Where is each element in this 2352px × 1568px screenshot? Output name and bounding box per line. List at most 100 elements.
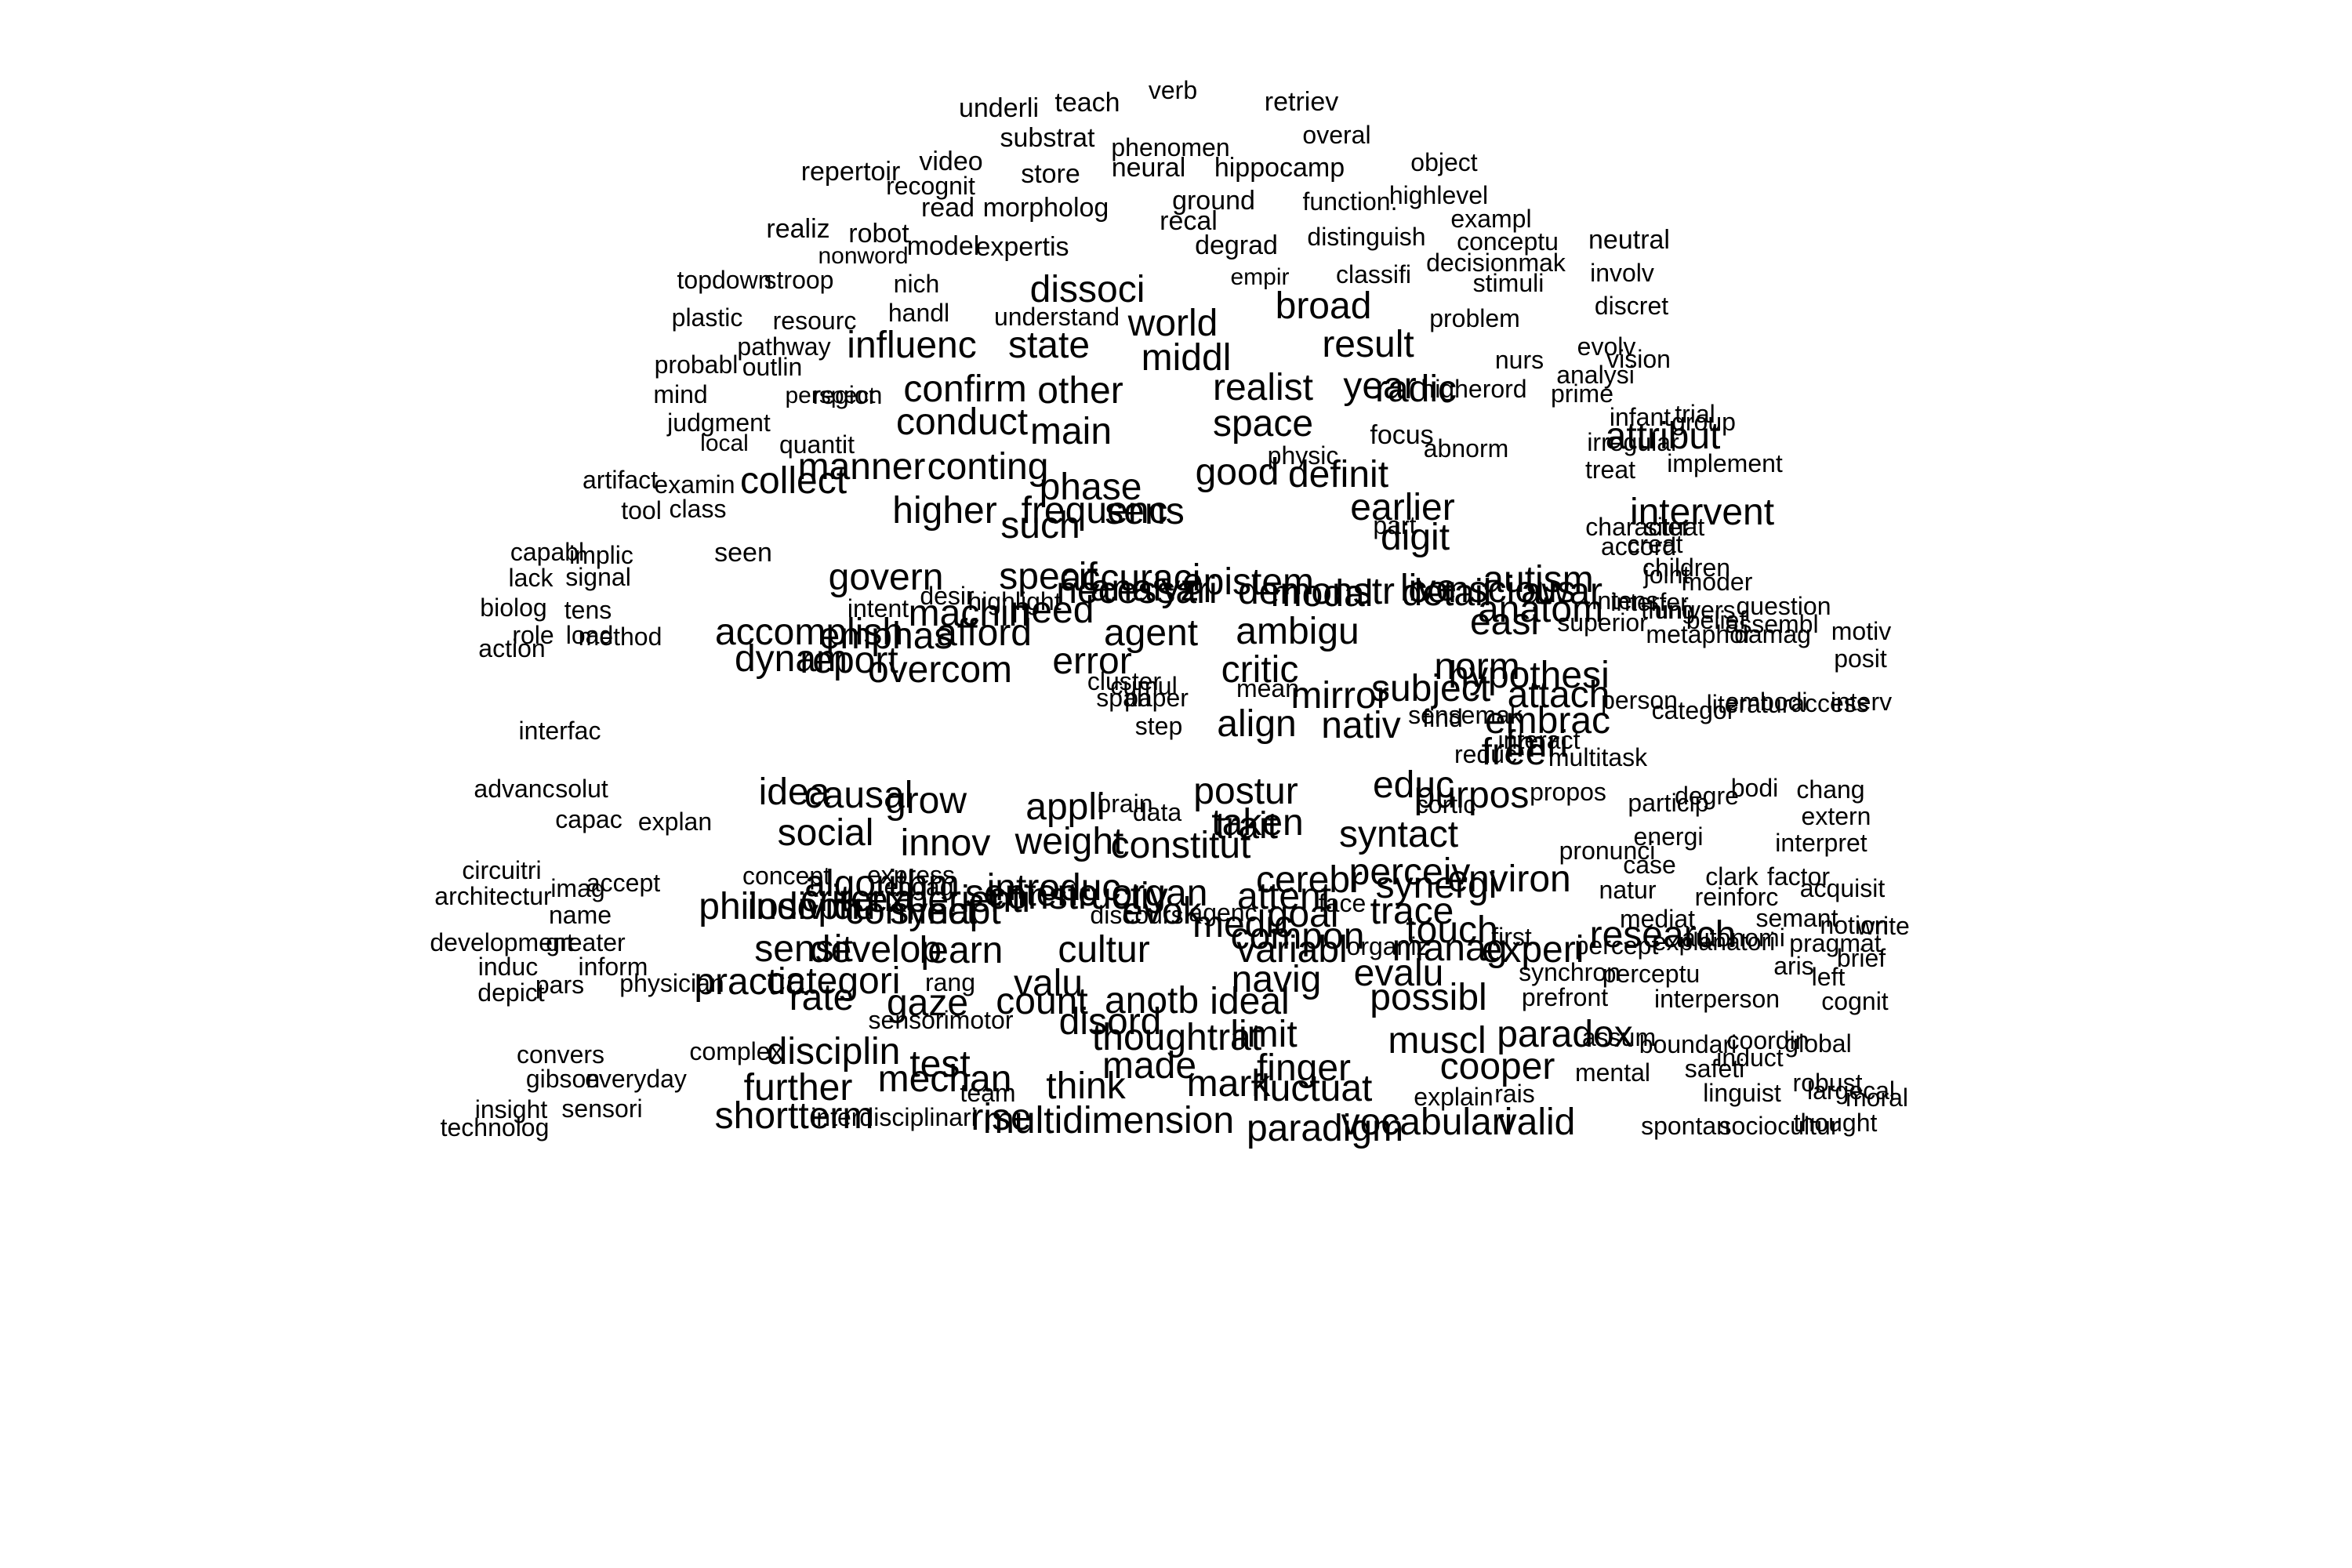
cloud-word: physic — [1267, 441, 1339, 470]
cloud-word: constructiv — [988, 876, 1168, 917]
cloud-word: cerebr — [1255, 859, 1363, 901]
cloud-word: nich — [893, 270, 940, 298]
cloud-word: multidimension — [982, 1100, 1235, 1142]
cloud-word: problem — [1429, 304, 1520, 332]
cloud-word: made — [1102, 1045, 1197, 1087]
cloud-word: world — [1127, 303, 1218, 344]
cloud-word: univers — [1654, 596, 1736, 624]
cloud-word: analysi — [1556, 361, 1635, 389]
cloud-word: explanatori — [1652, 927, 1776, 956]
cloud-word: ideal — [1210, 981, 1290, 1022]
cloud-word: prefront — [1521, 983, 1609, 1011]
cloud-word: sensorimotor — [868, 1006, 1014, 1034]
cloud-word: character — [1585, 513, 1690, 541]
cloud-word: largecal — [1806, 1076, 1896, 1105]
cloud-word: embodi — [1725, 688, 1808, 716]
cloud-word: research — [1589, 914, 1737, 956]
cloud-word: complex — [689, 1037, 783, 1065]
cloud-word: access — [1791, 689, 1869, 717]
cloud-word: implic — [569, 541, 633, 569]
cloud-word: easi — [1469, 601, 1540, 643]
cloud-word: variabl — [1236, 929, 1348, 971]
cloud-word: model — [906, 231, 980, 261]
cloud-word: verb — [1148, 76, 1198, 104]
cloud-word: modal — [1270, 573, 1374, 615]
cloud-word: phase — [1039, 466, 1142, 508]
cloud-word: possibl — [1370, 977, 1487, 1018]
cloud-word: greater — [546, 928, 626, 956]
cloud-word: substrat — [1000, 123, 1095, 153]
cloud-word: necessari — [1056, 570, 1218, 612]
cloud-word: digit — [1380, 517, 1450, 558]
cloud-word: cortic — [1415, 790, 1476, 818]
cloud-word: interfac — [518, 717, 601, 745]
cloud-word: accept — [586, 869, 661, 897]
cloud-word: perceptu — [1602, 960, 1700, 988]
cloud-word: muscl — [1388, 1020, 1486, 1062]
cloud-word: joint — [1643, 561, 1690, 589]
cloud-word: such — [1000, 505, 1080, 546]
cloud-word: intent — [847, 594, 909, 622]
cloud-word: vision — [1606, 345, 1671, 373]
cloud-word: autonomi — [1682, 924, 1785, 952]
cloud-word: year — [1343, 365, 1417, 407]
cloud-word: sensemak — [1408, 701, 1523, 729]
cloud-word: disord — [1058, 1001, 1162, 1043]
cloud-word: conscious — [1408, 569, 1576, 611]
cloud-word: philosoph — [699, 886, 860, 927]
cloud-word: practic — [694, 961, 805, 1003]
cloud-word: confirm — [903, 368, 1027, 410]
cloud-word: mean — [1236, 674, 1300, 702]
cloud-word: mediat — [1619, 905, 1696, 933]
cloud-word: error — [1052, 641, 1132, 682]
cloud-word: appli — [1025, 786, 1105, 828]
cloud-word: metaphor — [1646, 620, 1752, 648]
cloud-word: experienti — [866, 879, 1031, 920]
cloud-word: intervent — [1629, 492, 1775, 533]
cloud-word: radic — [1374, 368, 1457, 410]
cloud-word: children — [1642, 554, 1731, 582]
cloud-word: syntact — [1338, 814, 1459, 855]
cloud-word: find — [1422, 704, 1463, 732]
cloud-word: frequenc — [1021, 490, 1168, 532]
cloud-word: read — [920, 193, 975, 223]
cloud-word: infant — [1609, 403, 1671, 431]
cloud-word: cumul — [1110, 672, 1178, 700]
cloud-word: paradigm — [1246, 1108, 1404, 1149]
cloud-word: quantit — [779, 430, 855, 459]
cloud-word: need — [1010, 590, 1094, 631]
cloud-word: fmri — [1505, 724, 1568, 765]
cloud-word: object — [1410, 148, 1478, 176]
cloud-word: repertoir — [800, 157, 901, 187]
cloud-word: report — [800, 640, 898, 681]
cloud-word: evalu — [1353, 953, 1444, 994]
cloud-word: other — [1037, 370, 1123, 412]
cloud-word: acquisit — [1799, 874, 1886, 902]
cloud-word: name — [548, 901, 612, 929]
cloud-word: solut — [555, 775, 608, 803]
cloud-word: irregular — [1587, 428, 1679, 456]
cloud-word: manag — [1392, 927, 1508, 969]
cloud-word: finger — [1256, 1047, 1352, 1089]
cloud-word: disciplin — [766, 1031, 901, 1073]
cloud-word: interperson — [1653, 985, 1780, 1013]
cloud-word: everyday — [585, 1065, 687, 1093]
cloud-word: motiv — [1831, 617, 1892, 645]
cloud-word: further — [743, 1067, 853, 1109]
cloud-word: group — [1671, 408, 1736, 436]
cloud-word: assum — [1581, 1023, 1657, 1051]
cloud-word: data — [1132, 798, 1182, 826]
cloud-word: innov — [900, 822, 991, 864]
cloud-word: first — [1491, 923, 1532, 951]
cloud-word: nativ — [1321, 705, 1401, 746]
cloud-word: organ — [1111, 873, 1208, 914]
cloud-word: chang — [1796, 775, 1865, 804]
cloud-word: categori — [766, 960, 901, 1002]
cloud-word: rise — [971, 1097, 1032, 1138]
cloud-word: assembl — [1725, 610, 1819, 638]
cloud-word: conting — [927, 446, 1049, 488]
cloud-word: touch — [1406, 909, 1498, 951]
cloud-word: trait — [1214, 805, 1279, 847]
cloud-word: connect — [844, 891, 978, 932]
